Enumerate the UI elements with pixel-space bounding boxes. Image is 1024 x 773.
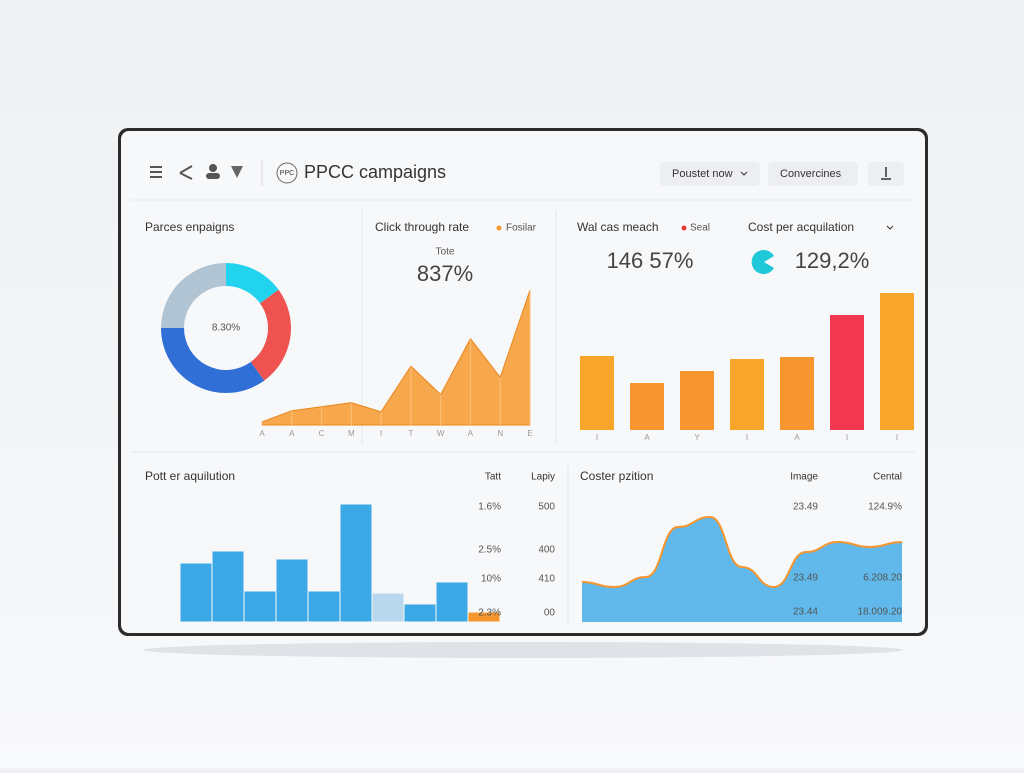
x-tick-label: A — [289, 429, 295, 438]
user-icon-body — [206, 173, 220, 179]
bar — [211, 550, 245, 623]
bar — [780, 357, 814, 430]
logo-ring — [276, 162, 298, 184]
table-cell: 10% — [481, 574, 501, 585]
bar — [403, 603, 437, 623]
x-tick-label: I — [896, 433, 898, 442]
x-tick-label: E — [527, 429, 532, 438]
panel-title: Parces enpaigns — [145, 220, 234, 234]
x-tick-label: I — [596, 433, 598, 442]
legend-label: Seal — [690, 223, 710, 234]
panel-title: Coster pzition — [580, 469, 653, 483]
x-tick-label: A — [259, 429, 265, 438]
table-cell: 23.44 — [793, 607, 818, 618]
button-label: Poustet now — [672, 168, 733, 180]
table-cell: 400 — [538, 545, 555, 556]
bar — [275, 558, 309, 623]
panel-title: Wal cas meach — [577, 220, 659, 234]
kpi-icon — [751, 249, 774, 274]
table-cell: 1.6% — [478, 502, 501, 513]
table-header: Cental — [873, 472, 902, 483]
legend-dot — [496, 225, 502, 231]
x-tick-label: A — [794, 433, 800, 442]
kpi-value: 837% — [417, 261, 473, 286]
table-cell: 2.3% — [478, 608, 501, 619]
legend-dot — [681, 225, 687, 231]
table-header: Lapiy — [531, 472, 555, 483]
toolbar-icons — [150, 165, 193, 180]
chevron[interactable] — [886, 225, 894, 230]
x-tick-label: W — [437, 429, 445, 438]
bar — [730, 359, 764, 430]
legend-label: Fosilar — [506, 223, 537, 234]
donut-segment — [161, 328, 265, 394]
bar — [243, 590, 277, 623]
heart-icon[interactable] — [231, 166, 243, 178]
bar — [880, 293, 914, 430]
x-tick-label: I — [746, 433, 748, 442]
x-tick-label: N — [497, 429, 503, 438]
panel-title: Cost per acquilation — [748, 220, 854, 234]
bar — [580, 356, 614, 430]
download-icon — [881, 167, 891, 180]
x-tick-label: M — [348, 429, 355, 438]
bar — [467, 611, 501, 623]
x-tick-label: I — [380, 429, 382, 438]
x-tick-label: I — [846, 433, 848, 442]
bar — [339, 503, 373, 623]
x-tick-label: T — [408, 429, 413, 438]
table-header: Image — [790, 472, 818, 483]
button[interactable] — [768, 162, 858, 186]
bar — [435, 581, 469, 623]
kpi-value: 129,2% — [795, 248, 870, 273]
donut-center-label: 8.30% — [212, 323, 240, 334]
x-tick-label: Y — [694, 433, 700, 442]
kpi-label: Tote — [436, 247, 455, 258]
donut-segment — [250, 289, 291, 381]
page-title: PPCC campaigns — [304, 162, 446, 182]
shadow — [143, 642, 903, 658]
panel-title: Click through rate — [375, 220, 469, 234]
bar — [307, 590, 341, 623]
table-cell: 23.49 — [793, 502, 818, 513]
bar — [630, 383, 664, 430]
x-tick-label: A — [644, 433, 650, 442]
kpi-value: 146 57% — [607, 248, 694, 273]
button-label: Convercines — [780, 168, 842, 180]
button[interactable] — [660, 162, 760, 186]
x-tick-label: A — [468, 429, 474, 438]
table-cell: 500 — [538, 502, 555, 513]
chevron — [740, 171, 748, 176]
table-header: Tatt — [485, 472, 501, 483]
table-cell: 00 — [544, 608, 556, 619]
x-tick-label: C — [319, 429, 325, 438]
donut-segment — [161, 263, 226, 328]
panel-title: Pott er aquilution — [145, 469, 235, 483]
table-cell: 18.009.20 — [858, 607, 903, 618]
logo: PPC — [280, 170, 294, 177]
user-icon[interactable] — [209, 164, 217, 172]
table-cell: 124.9% — [868, 502, 902, 513]
donut-segment — [226, 263, 279, 304]
table-cell: 6.208.20 — [863, 573, 902, 584]
area — [582, 517, 902, 622]
table-cell: 23.49 — [793, 573, 818, 584]
table-cell: 410 — [538, 574, 555, 585]
bar — [371, 592, 405, 623]
bar — [680, 371, 714, 430]
line — [581, 515, 903, 589]
table-cell: 2.5% — [478, 545, 501, 556]
bar — [179, 562, 213, 623]
bar — [830, 315, 864, 430]
